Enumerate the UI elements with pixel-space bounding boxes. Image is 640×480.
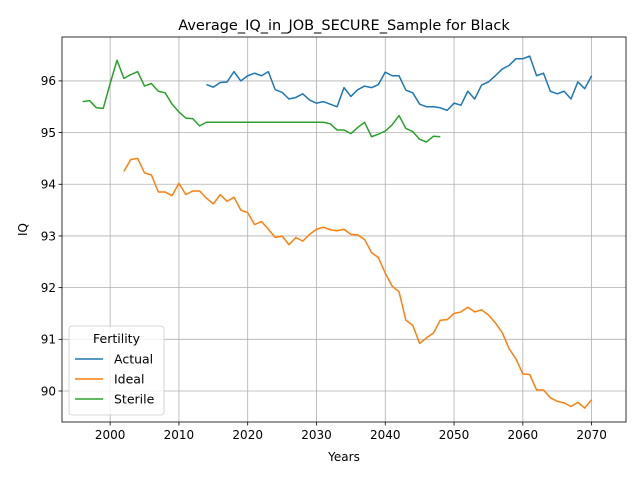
- legend: Fertility Actual Ideal Sterile: [68, 325, 165, 416]
- series-line-ideal: [123, 157, 593, 409]
- x-tick-label: 2040: [370, 428, 401, 442]
- x-tick-label: 2050: [439, 428, 470, 442]
- series-lines: [82, 55, 593, 409]
- y-tick-label: 95: [41, 126, 56, 140]
- y-tick-label: 92: [41, 281, 56, 295]
- x-axis-ticks: 2000 2010 2020 2030 2040 2050 2060 2070: [95, 422, 607, 442]
- y-tick-label: 96: [41, 74, 56, 88]
- x-tick-label: 2020: [232, 428, 263, 442]
- legend-box: [68, 325, 165, 416]
- series-line-sterile: [82, 59, 441, 143]
- legend-entries: Actual Ideal Sterile: [75, 352, 155, 407]
- legend-label-ideal: Ideal: [114, 372, 144, 387]
- y-axis-label: IQ: [16, 223, 30, 236]
- y-tick-label: 93: [41, 229, 56, 243]
- x-tick-label: 2030: [301, 428, 332, 442]
- legend-label-sterile: Sterile: [114, 392, 155, 407]
- x-tick-label: 2000: [95, 428, 126, 442]
- y-tick-label: 90: [41, 384, 56, 398]
- legend-title: Fertility: [93, 331, 141, 346]
- grid-lines: [62, 37, 626, 422]
- x-tick-label: 2070: [576, 428, 607, 442]
- plot-frame: [61, 36, 627, 423]
- y-tick-label: 91: [41, 333, 56, 347]
- legend-label-actual: Actual: [114, 352, 153, 367]
- series-line-actual: [206, 55, 593, 112]
- y-axis-ticks: 90 91 92 93 94 95 96: [41, 74, 62, 398]
- x-tick-label: 2060: [508, 428, 539, 442]
- x-tick-label: 2010: [164, 428, 195, 442]
- chart-title: Average_IQ_in_JOB_SECURE_Sample for Blac…: [178, 18, 510, 34]
- y-tick-label: 94: [41, 178, 56, 192]
- x-axis-label: Years: [327, 450, 360, 464]
